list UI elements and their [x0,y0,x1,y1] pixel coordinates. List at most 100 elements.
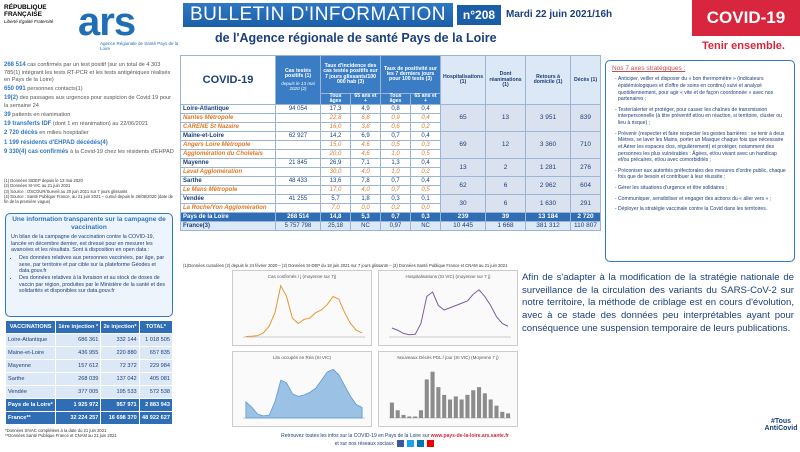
info-bullet: Des données relatives à la livraison et … [19,275,167,295]
cell: NC [410,221,442,232]
key-text: à la Covid-19 chez les résidents d'EHPAD [69,148,174,155]
cell: 195 533 [100,385,140,399]
bulletin-date: Mardi 22 juin 2021/16h [506,9,613,20]
cell: 69 [440,131,487,160]
region-name: Maine-et-Loire [180,131,276,142]
cell: 268 514 [275,212,321,223]
header-cell: Taux de positivité sur les 7 derniers jo… [380,55,442,94]
bar [477,387,482,418]
sub-row: Agglomération du Choletais 20,0 4,6 1,0 0,5 [180,149,601,160]
cell: 62 [440,176,487,196]
footer-url[interactable]: www.pays-de-la-loire.ars.sante.fr [430,433,509,439]
sub-row: Angers Loire Métropole 15,0 4,6 0,5 0,3 [180,140,601,151]
note: **Données Santé Publique France et CNAM … [5,433,117,439]
cell: 13 [440,158,487,178]
bar [436,387,441,418]
row: Vendée 377 005 195 533 572 538 [4,385,174,399]
covid-badge: COVID-19 [692,0,800,36]
cell: 3,8 [349,122,382,133]
cell: 30,0 [320,167,351,178]
region-name: France(3) [180,221,276,232]
cell: 0,97 [380,221,412,232]
cell: 32 224 257 [55,411,102,425]
info-list: Des données relatives aux personnes vacc… [11,255,167,295]
cell: 6,9 [349,131,382,142]
key-figures: 268 514 cas confirmés par un test positi… [4,62,176,158]
mini-chart: Hospitalisations (SI VIC) (moyenne sur 7… [378,270,518,346]
cell: 4,6 [349,140,382,151]
cell: 1,8 [349,194,382,205]
icon[interactable] [417,440,425,447]
bar [424,379,429,418]
cell: 0,2 [410,167,442,178]
icon[interactable] [397,440,405,447]
total-row: Pays de la Loire* 1 925 972 957 971 2 883 9… [4,398,174,412]
cell: 239 [440,212,487,223]
area-name: Agglomération du Choletais [180,149,276,160]
area-name: Laval Agglomération [180,167,276,178]
bar [442,394,447,418]
cell: 5,3 [349,212,382,223]
bar [494,405,499,418]
total-row: France** 32 224 257 16 698 370 48 922 627 [4,411,174,425]
icon[interactable] [407,440,415,447]
mini-chart-svg: Cas confirmés / j (moyenne sur 7j) [243,274,365,338]
cell: 7,1 [349,158,382,169]
cell: 0,5 [380,140,412,151]
vaccination-info-box: Une information transparente sur la camp… [5,213,173,317]
bar [453,396,458,418]
header-cell: TOTAL* [138,320,174,334]
mini-chart-title: Nouveaux Décès PDL / jour (SI VIC) (Moye… [397,355,499,360]
cell: Maine-et-Loire [4,346,57,360]
icon[interactable] [427,440,435,447]
cell: 0,8 [380,104,412,115]
cell: 0,1 [410,194,442,205]
table-row: Sarthe 48 433 13,6 7,8 0,7 0,4 62 6 2 962 604 [180,176,602,196]
key-figure: 650 091 personnes contacts(1) [4,86,176,94]
bar [482,393,487,418]
header-row: VACCINATIONS 1ère injection * 2e injection… [4,320,174,334]
key-text: patients en réanimation [12,111,71,118]
note: *Données SIVAC complétées à la date du 2… [5,428,107,433]
bar [407,416,412,418]
key-text: des passages aux urgences pour suspicion… [4,95,172,109]
empty-cell [275,185,321,196]
header-cell: Tous âges [320,92,351,106]
bulletin-number: n°208 [457,5,501,25]
cell: 6 [485,194,527,214]
cell: 12 [485,131,527,160]
footer-line: Retrouvez toutes les infos sur la COVID-… [270,433,520,440]
header-subtext: depuis le 13 mai 2020 (2) [281,81,315,91]
header-cell: Cas testés positifs (1) depuis le 13 mai … [275,54,321,106]
cell: 16,0 [320,122,351,133]
mini-chart-title: Hospitalisations (SI VIC) (moyenne sur 7… [405,274,491,279]
strategy-item: Tester/alerter et protéger, pour casser … [618,107,788,127]
header-cell: 2e injection* [100,320,140,334]
cell: 6 [485,176,527,196]
mini-chart-svg: Nouveaux Décès PDL / jour (SI VIC) (Moye… [389,355,511,419]
cell: 710 [570,131,602,160]
cell: 0,4 [410,176,442,187]
cell: 0,2 [380,203,412,214]
cell: 22,8 [320,113,351,124]
mini-chart-title: Cas confirmés / j (moyenne sur 7j) [268,274,337,279]
area-name: Le Mans Métropole [180,185,276,196]
cell: 229 984 [138,359,174,373]
key-figure: 2 720 décès en milieu hospitalier [4,130,176,138]
table-row: Mayenne 21 845 26,9 7,1 1,3 0,4 13 2 1 281 276 [180,158,602,178]
header-cell: 65 ans et + [410,92,442,106]
cell: 657 835 [138,346,174,360]
header-cell: 65 ans et + [349,92,382,106]
cell: 157 612 [55,359,102,373]
cell: 25,18 [320,221,351,232]
empty-cell [275,140,321,151]
republique-name: RÉPUBLIQUE FRANÇAISE [4,4,47,19]
key-figure: 1 199 résidents d'EHPAD décédés(4) [4,140,176,148]
strategy-item: Communiquer, sensibiliser et engager des… [618,196,788,203]
cell: 7,8 [349,176,382,187]
cell: 30 [440,194,487,214]
cell: 14,2 [320,131,351,142]
bulletin-title: BULLETIN D'INFORMATION [183,3,453,27]
cell: 14,8 [320,212,351,223]
header-cell: COVID-19 [180,54,276,106]
